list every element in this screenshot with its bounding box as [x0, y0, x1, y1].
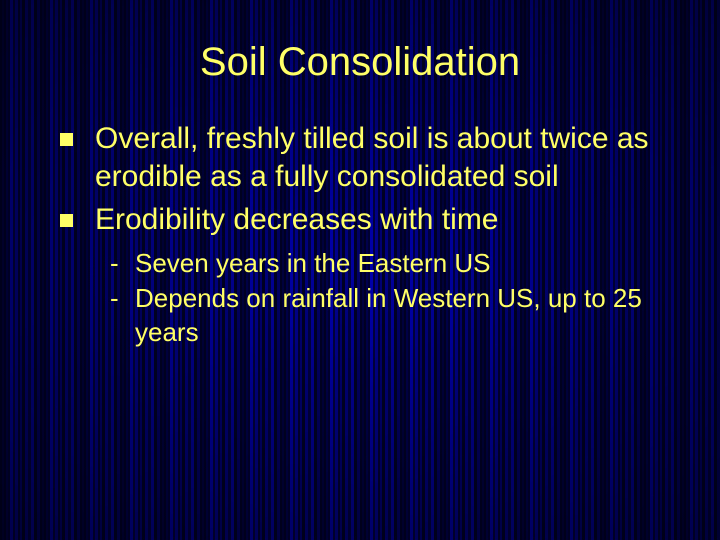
main-bullet-list: Overall, freshly tilled soil is about tw…	[60, 120, 670, 239]
slide-title: Soil Consolidation	[40, 40, 680, 85]
square-bullet-icon	[60, 133, 73, 146]
sub-list-item-text: Seven years in the Eastern US	[135, 248, 491, 278]
list-item: Erodibility decreases with time	[60, 201, 670, 239]
sub-bullet-list: - Seven years in the Eastern US - Depend…	[110, 247, 680, 350]
sub-list-item-text: Depends on rainfall in Western US, up to…	[135, 283, 642, 347]
sub-list-item: - Depends on rainfall in Western US, up …	[110, 282, 680, 350]
list-item-text: Erodibility decreases with time	[95, 203, 499, 236]
slide: Soil Consolidation Overall, freshly till…	[0, 0, 720, 540]
dash-bullet-icon: -	[110, 247, 119, 281]
square-bullet-icon	[60, 214, 73, 227]
dash-bullet-icon: -	[110, 282, 119, 316]
slide-content: Soil Consolidation Overall, freshly till…	[40, 40, 680, 350]
sub-list-item: - Seven years in the Eastern US	[110, 247, 680, 281]
list-item-text: Overall, freshly tilled soil is about tw…	[95, 122, 649, 193]
list-item: Overall, freshly tilled soil is about tw…	[60, 120, 670, 195]
